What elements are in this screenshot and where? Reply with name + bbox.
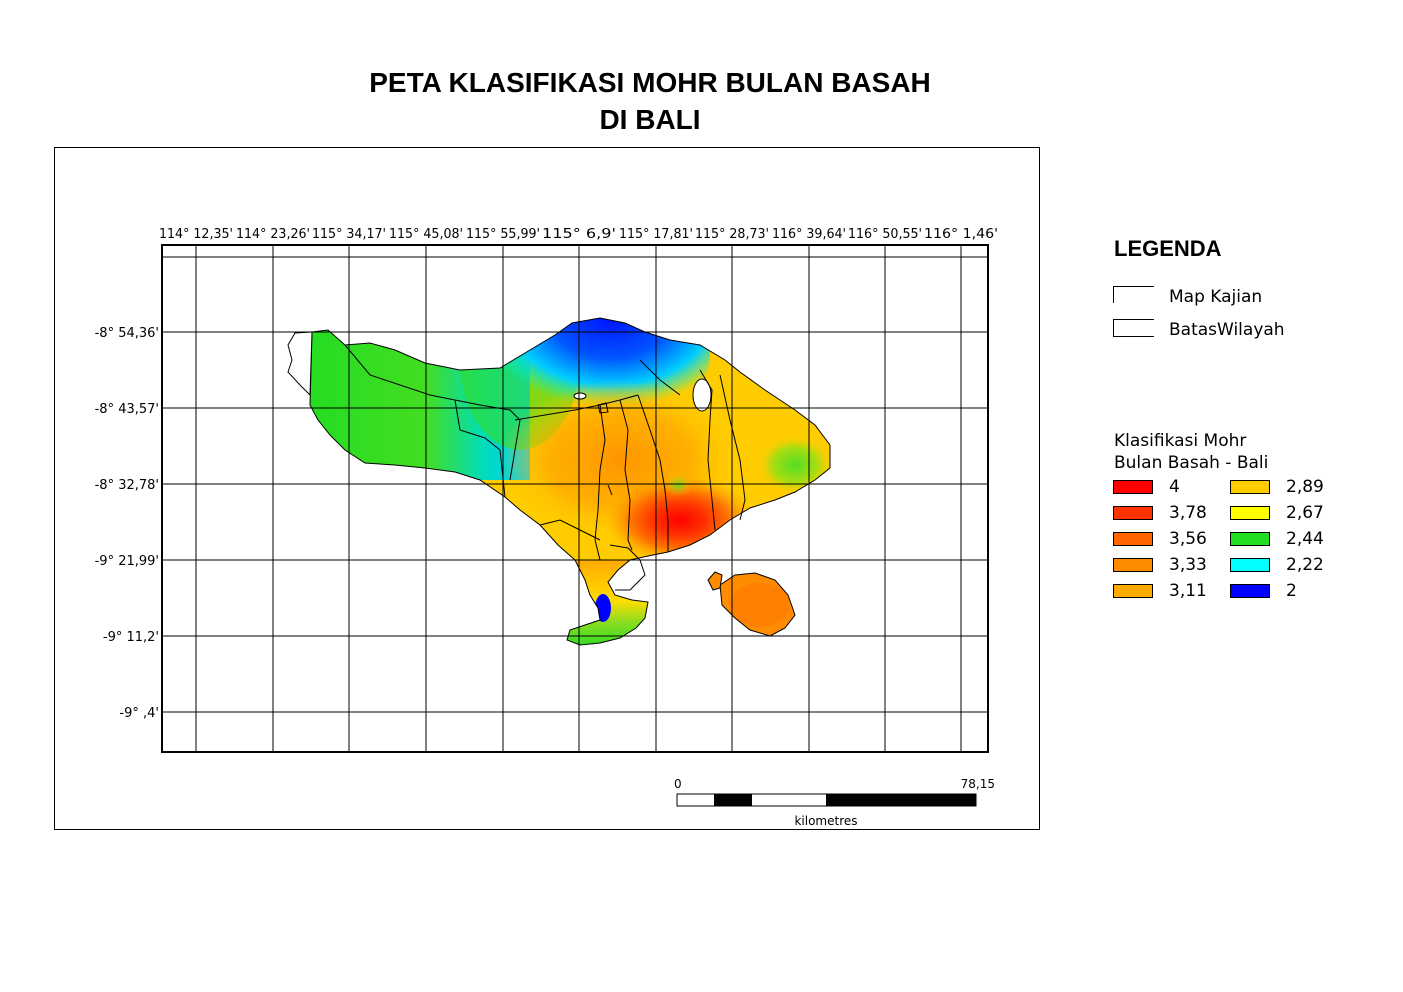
longitude-label: 114° 12,35' xyxy=(159,227,233,242)
legend-title: LEGENDA xyxy=(1114,236,1222,261)
longitude-label: 116° 50,55' xyxy=(848,227,922,242)
longitude-label: 115° 55,99' xyxy=(466,227,540,242)
class-swatch xyxy=(1113,584,1153,598)
longitude-label: 115° 34,17' xyxy=(312,227,386,242)
batas-wilayah xyxy=(344,344,746,591)
latitude-label: -9° 11,2' xyxy=(103,630,159,645)
map-frame xyxy=(54,147,1040,830)
longitude-label: 116° 39,64' xyxy=(772,227,846,242)
latitude-label: -9° 21,99' xyxy=(95,554,159,569)
class-swatch xyxy=(1113,506,1153,520)
longitude-label: 116° 1,46' xyxy=(924,227,998,242)
class-swatch xyxy=(1230,532,1270,546)
class-label: 2,67 xyxy=(1286,503,1324,523)
class-swatch xyxy=(1113,532,1153,546)
longitude-label: 115° 45,08' xyxy=(389,227,463,242)
map-title-line-2: DI BALI xyxy=(599,104,701,135)
latitude-label: -8° 43,57' xyxy=(95,402,159,417)
class-label: 2,89 xyxy=(1286,477,1324,497)
longitude-label: 115° 6,9' xyxy=(542,227,616,242)
latitude-label: -8° 54,36' xyxy=(95,326,159,341)
lake-bratan xyxy=(573,392,587,400)
class-swatch xyxy=(1230,558,1270,572)
class-swatch xyxy=(1230,584,1270,598)
class-swatch xyxy=(1230,506,1270,520)
longitude-label: 115° 17,81' xyxy=(619,227,693,242)
legend-symbol-map-kajian xyxy=(1113,286,1154,303)
class-label: 2 xyxy=(1286,581,1297,601)
legend-symbol-batas-wilayah xyxy=(1113,319,1154,337)
class-swatch xyxy=(1230,480,1270,494)
classification-title-1: Klasifikasi Mohr xyxy=(1114,431,1247,451)
scale-end: 78,15 xyxy=(961,777,995,791)
scale-bar: 0 78,15 kilometres xyxy=(674,777,995,828)
longitude-labels: 114° 12,35' 114° 23,26' 115° 34,17' 115° 45… xyxy=(159,227,998,242)
class-swatch xyxy=(1113,558,1153,572)
longitude-label: 114° 23,26' xyxy=(236,227,310,242)
class-label: 2,22 xyxy=(1286,555,1324,575)
classification-title-2: Bulan Basah - Bali xyxy=(1114,453,1269,473)
graticule xyxy=(162,245,988,752)
bali-west-tip xyxy=(287,331,313,397)
latitude-labels: -8° 54,36' -8° 43,57' -8° 32,78' -9° 21,99'… xyxy=(95,326,159,721)
longitude-label: 115° 28,73' xyxy=(695,227,769,242)
scale-start: 0 xyxy=(674,777,682,791)
legend-label-map-kajian: Map Kajian xyxy=(1169,287,1263,307)
class-label: 3,56 xyxy=(1169,529,1207,549)
scale-unit: kilometres xyxy=(794,814,857,828)
class-label: 4 xyxy=(1169,477,1180,497)
latitude-label: -8° 32,78' xyxy=(95,478,159,493)
map-title-line-1: PETA KLASIFIKASI MOHR BULAN BASAH xyxy=(369,67,931,98)
legend-label-batas-wilayah: BatasWilayah xyxy=(1169,320,1285,340)
class-swatch xyxy=(1113,480,1153,494)
class-label: 3,78 xyxy=(1169,503,1207,523)
lake-batur xyxy=(692,378,712,412)
class-label: 3,33 xyxy=(1169,555,1207,575)
class-label: 3,11 xyxy=(1169,581,1207,601)
class-label: 2,44 xyxy=(1286,529,1324,549)
latitude-label: -9° ,4' xyxy=(119,706,159,721)
nusa-lembongan xyxy=(707,571,723,591)
